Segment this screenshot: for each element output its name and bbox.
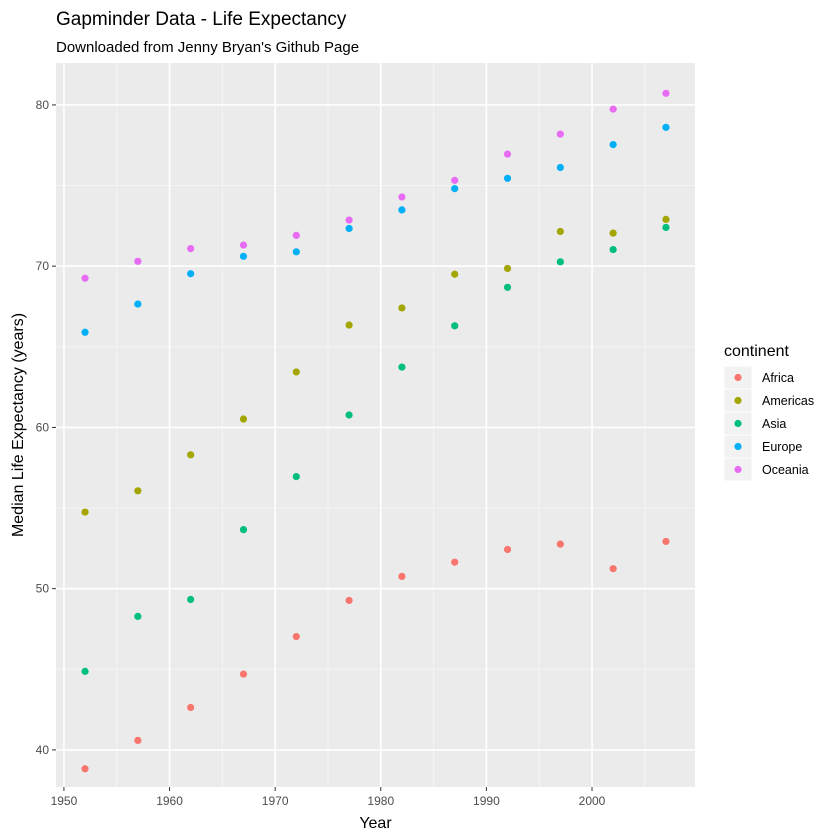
data-point-americas <box>556 227 564 236</box>
data-point-africa <box>345 596 353 605</box>
data-point-europe <box>662 123 670 131</box>
legend-key-point-africa <box>734 373 742 382</box>
data-point-europe <box>239 252 248 260</box>
data-point-americas <box>451 270 459 278</box>
chart-subtitle: Downloaded from Jenny Bryan's Github Pag… <box>56 39 359 56</box>
data-point-americas <box>187 451 195 459</box>
data-point-africa <box>556 540 564 548</box>
legend-label-asia: Asia <box>762 417 786 431</box>
data-point-africa <box>134 736 142 744</box>
data-point-americas <box>662 215 670 224</box>
data-point-americas <box>398 304 406 312</box>
data-point-asia <box>134 612 142 621</box>
data-point-europe <box>134 300 142 308</box>
data-point-oceania <box>134 257 142 265</box>
data-point-europe <box>609 140 617 149</box>
y-tick-label: 80 <box>36 98 50 112</box>
data-point-asia <box>503 283 512 291</box>
major-gridlines <box>56 63 695 787</box>
y-axis-title: Median Life Expectancy (years) <box>10 313 27 537</box>
data-point-africa <box>292 632 300 641</box>
data-point-africa <box>187 703 195 712</box>
data-point-oceania <box>503 150 512 158</box>
data-point-asia <box>556 258 564 266</box>
legend-label-americas: Americas <box>762 394 814 408</box>
data-point-americas <box>292 368 300 376</box>
data-point-asia <box>187 595 195 604</box>
y-axis: 40 50 60 70 80 <box>36 98 56 757</box>
x-tick-label: 1980 <box>367 794 394 808</box>
data-point-americas <box>239 415 248 423</box>
legend-label-europe: Europe <box>762 440 802 454</box>
data-point-europe <box>292 248 300 256</box>
data-point-americas <box>81 508 89 516</box>
data-point-asia <box>345 411 353 419</box>
data-point-asia <box>239 526 248 534</box>
legend-key-point-europe <box>734 442 742 451</box>
data-point-europe <box>398 206 406 214</box>
data-point-oceania <box>609 105 617 113</box>
data-point-oceania <box>187 244 195 253</box>
x-tick-label: 1990 <box>473 794 500 808</box>
data-point-asia <box>451 322 459 330</box>
data-point-europe <box>503 174 512 182</box>
data-point-europe <box>81 328 89 336</box>
data-point-africa <box>609 565 617 573</box>
legend-key-point-oceania <box>734 465 742 474</box>
data-point-americas <box>503 264 512 273</box>
y-tick-label: 70 <box>36 259 50 273</box>
legend-key-point-asia <box>734 419 742 428</box>
data-point-asia <box>662 223 670 232</box>
data-point-asia <box>81 667 89 675</box>
data-point-oceania <box>345 216 353 224</box>
data-point-oceania <box>292 231 300 239</box>
data-point-africa <box>662 537 670 546</box>
x-tick-label: 1960 <box>156 794 183 808</box>
data-point-europe <box>187 270 195 278</box>
data-point-oceania <box>398 193 406 201</box>
legend-label-africa: Africa <box>762 371 794 385</box>
data-point-africa <box>81 765 89 773</box>
legend-label-oceania: Oceania <box>762 463 809 477</box>
data-point-oceania <box>451 176 459 184</box>
data-points <box>81 89 670 773</box>
data-point-asia <box>292 472 300 481</box>
chart-title: Gapminder Data - Life Expectancy <box>56 9 347 30</box>
data-point-europe <box>451 185 459 193</box>
x-axis: 1950 1960 1970 1980 1990 2000 <box>51 787 606 808</box>
data-point-oceania <box>239 241 248 249</box>
data-point-oceania <box>81 274 89 282</box>
data-point-africa <box>503 545 512 554</box>
y-tick-label: 50 <box>36 582 50 596</box>
data-point-americas <box>609 229 617 237</box>
data-point-americas <box>345 321 353 329</box>
x-tick-label: 1970 <box>262 794 289 808</box>
legend-key-point-americas <box>734 396 742 405</box>
y-tick-label: 60 <box>36 420 50 434</box>
legend: continent Africa Americas Asia Europe Oceani… <box>723 343 814 482</box>
plot-panel <box>56 63 695 787</box>
x-tick-label: 1950 <box>51 794 78 808</box>
data-point-africa <box>398 572 406 581</box>
data-point-africa <box>451 558 459 566</box>
minor-gridlines <box>56 63 695 787</box>
data-point-oceania <box>662 89 670 97</box>
data-point-oceania <box>556 130 564 138</box>
data-point-europe <box>345 224 353 233</box>
data-point-africa <box>239 670 248 678</box>
y-tick-label: 40 <box>36 743 50 757</box>
data-point-asia <box>398 363 406 371</box>
data-point-americas <box>134 487 142 495</box>
legend-title: continent <box>724 343 789 360</box>
data-point-europe <box>556 163 564 172</box>
x-axis-title: Year <box>359 815 392 832</box>
x-tick-label: 2000 <box>579 794 606 808</box>
data-point-asia <box>609 245 617 254</box>
